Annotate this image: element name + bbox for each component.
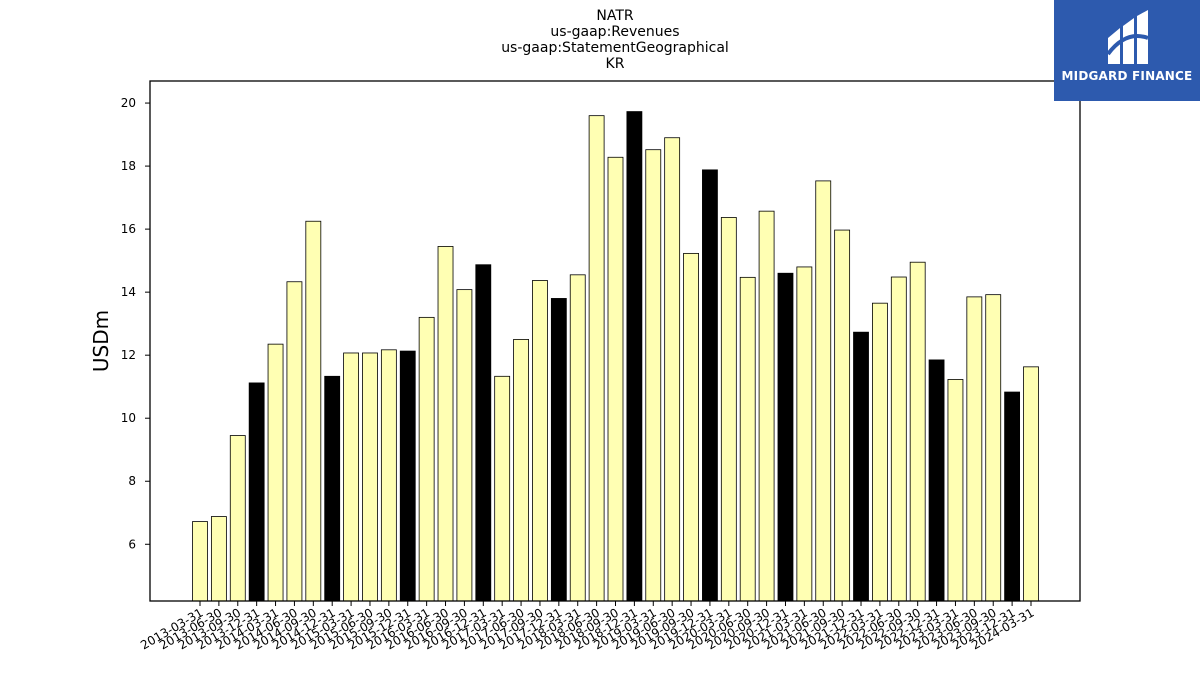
- y-tick-label: 18: [121, 159, 136, 173]
- bar-2023-03-31: [947, 379, 964, 602]
- bar-2021-06-30: [815, 180, 832, 602]
- y-tick-label: 12: [121, 348, 136, 362]
- bar-2020-12-31: [777, 272, 794, 602]
- bar-2015-09-30: [380, 349, 397, 602]
- bar-2021-09-30: [834, 229, 851, 602]
- bar-2014-06-30: [286, 281, 303, 602]
- bar-2019-12-31: [702, 169, 718, 602]
- bar-2014-12-31: [324, 375, 341, 602]
- bar-2013-12-31: [248, 382, 265, 602]
- bar-2019-09-30: [683, 252, 699, 602]
- midgard-logo-icon: [1106, 10, 1149, 64]
- bar-2023-06-30: [966, 296, 983, 602]
- bar-2016-03-31: [418, 316, 435, 602]
- bar-2014-03-31: [267, 343, 284, 602]
- bar-2017-12-31: [550, 298, 567, 602]
- bar-2018-06-30: [588, 115, 605, 602]
- y-tick-label: 16: [121, 222, 136, 236]
- y-tick-label: 14: [121, 285, 136, 299]
- bars: [192, 111, 1039, 602]
- bar-2013-06-30: [210, 516, 227, 602]
- bar-2018-12-31: [626, 111, 643, 602]
- bar-2021-03-31: [796, 266, 813, 602]
- bar-2020-09-30: [758, 210, 775, 602]
- bar-2013-03-31: [192, 521, 208, 602]
- bar-2013-09-30: [229, 435, 246, 602]
- logo-text: MIDGARD FINANCE: [1061, 69, 1193, 83]
- bar-2019-06-30: [664, 137, 681, 602]
- bar-2017-09-30: [532, 280, 548, 602]
- bar-2018-03-31: [569, 274, 586, 602]
- bar-2016-09-30: [456, 289, 473, 602]
- bar-2014-09-30: [305, 220, 322, 602]
- y-axis-label: USDm: [89, 310, 113, 372]
- bar-2022-03-31: [872, 302, 888, 602]
- bar-2022-06-30: [890, 276, 907, 602]
- title-line-concept: us-gaap:Revenues: [550, 24, 679, 40]
- title-line-axis: us-gaap:StatementGeographical: [501, 40, 729, 56]
- plot-frame: [149, 80, 1081, 602]
- chart-title: NATR us-gaap:Revenues us-gaap:StatementG…: [501, 8, 729, 72]
- y-tick-label: 8: [128, 474, 136, 488]
- title-line-ticker: NATR: [596, 8, 634, 24]
- midgard-finance-logo: MIDGARD FINANCE: [1054, 0, 1200, 101]
- bar-2020-03-31: [720, 217, 737, 602]
- bar-2019-03-31: [645, 149, 662, 602]
- x-axis: 2013-03-312013-06-302013-09-302013-12-31…: [138, 601, 1037, 652]
- bar-2015-03-31: [343, 352, 359, 602]
- title-line-member: KR: [606, 56, 625, 72]
- bar-2022-12-31: [928, 359, 945, 602]
- bar-2022-09-30: [909, 261, 926, 602]
- bar-2017-06-30: [513, 339, 529, 602]
- bar-2023-09-30: [985, 294, 1002, 602]
- y-tick-label: 20: [121, 96, 136, 110]
- bar-2017-03-31: [494, 375, 511, 602]
- y-axis: 6 8 10 12 14 16 18 20: [121, 96, 150, 551]
- bar-2021-12-31: [853, 331, 869, 602]
- y-tick-label: 10: [121, 411, 136, 425]
- bar-2016-06-30: [437, 246, 454, 602]
- y-tick-label: 6: [128, 537, 136, 551]
- bar-2015-06-30: [362, 352, 378, 602]
- bar-2024-03-31: [1023, 366, 1039, 602]
- bar-2016-12-31: [475, 264, 492, 602]
- bar-2023-12-31: [1004, 391, 1021, 602]
- bar-2018-09-30: [607, 156, 624, 602]
- bar-2020-06-30: [739, 276, 756, 602]
- bar-2015-12-31: [399, 350, 416, 602]
